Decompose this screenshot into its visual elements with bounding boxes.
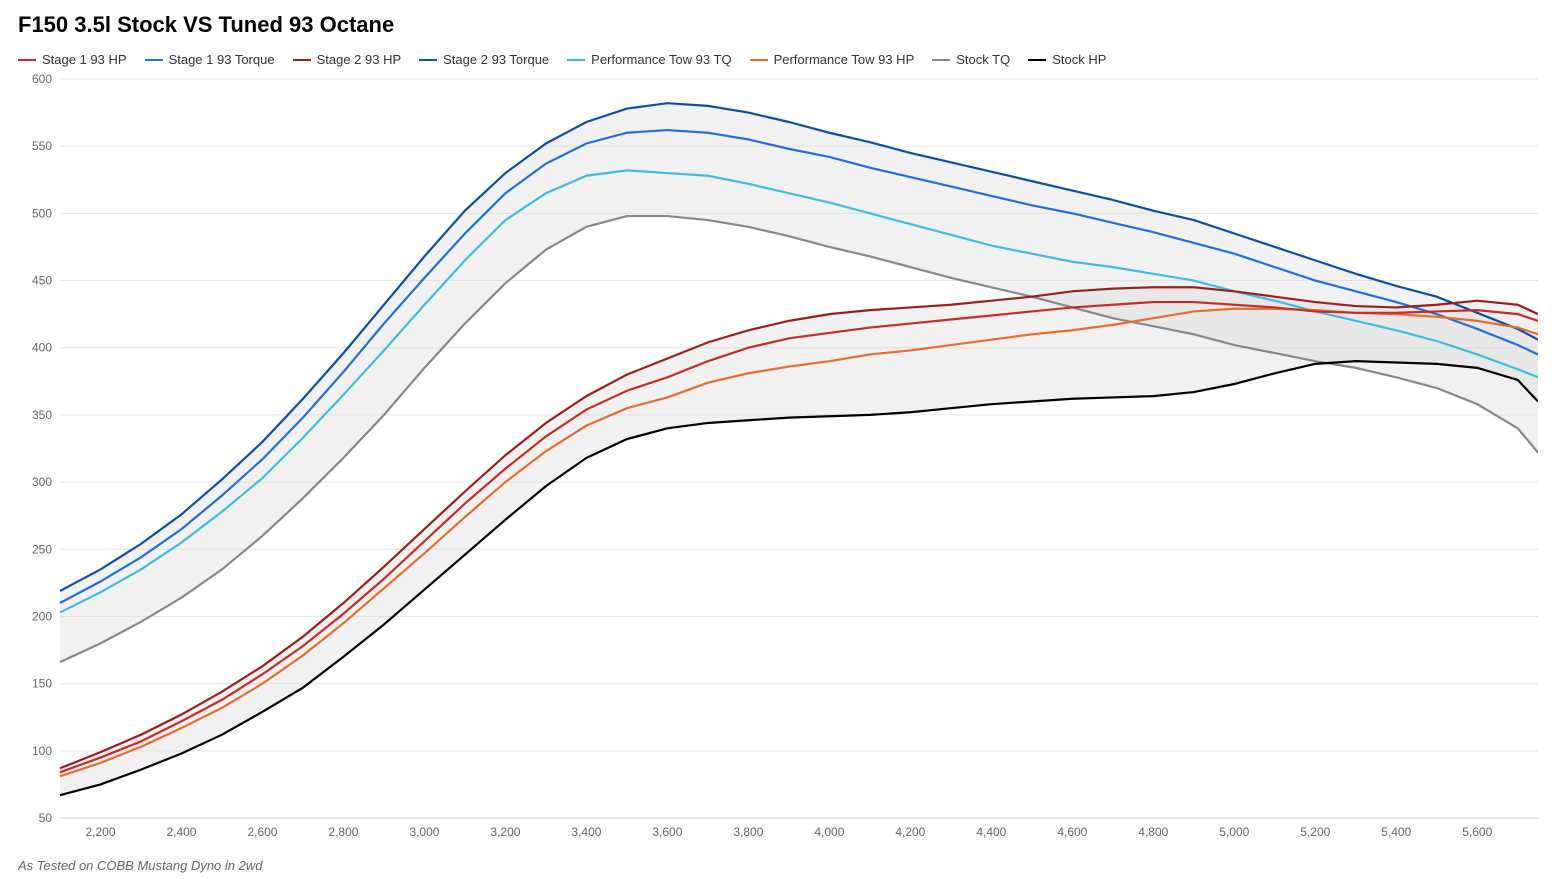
x-tick-label: 4,800 [1138, 825, 1168, 839]
x-tick-label: 5,200 [1300, 825, 1330, 839]
x-tick-label: 3,000 [409, 825, 439, 839]
x-tick-label: 2,800 [328, 825, 358, 839]
x-tick-label: 3,800 [733, 825, 763, 839]
legend-item: Stage 1 93 HP [18, 52, 127, 67]
legend-swatch [567, 59, 585, 61]
y-tick-label: 250 [32, 542, 52, 556]
legend-label: Stage 2 93 Torque [443, 52, 549, 67]
y-tick-label: 500 [32, 206, 52, 220]
y-tick-label: 150 [32, 677, 52, 691]
legend-label: Stock TQ [956, 52, 1010, 67]
legend-swatch [145, 59, 163, 61]
y-tick-label: 550 [32, 139, 52, 153]
x-tick-label: 2,400 [166, 825, 196, 839]
legend-swatch [932, 59, 950, 61]
legend-label: Stage 1 93 Torque [169, 52, 275, 67]
y-tick-label: 400 [32, 341, 52, 355]
y-tick-label: 50 [39, 811, 53, 825]
dyno-chart: 50 100 150 200 250 300 350 400 450 500 550 600 2,200… [18, 73, 1538, 843]
x-tick-label: 3,400 [571, 825, 601, 839]
x-tick-label: 5,600 [1462, 825, 1492, 839]
legend-item: Stock TQ [932, 52, 1010, 67]
y-tick-label: 350 [32, 408, 52, 422]
chart-title: F150 3.5l Stock VS Tuned 93 Octane [18, 12, 1538, 38]
x-tick-label: 2,200 [85, 825, 115, 839]
legend-label: Performance Tow 93 HP [774, 52, 915, 67]
chart-area: 50 100 150 200 250 300 350 400 450 500 550 600 2,200… [18, 73, 1538, 843]
legend-swatch [750, 59, 768, 61]
legend-item: Performance Tow 93 TQ [567, 52, 731, 67]
legend-label: Performance Tow 93 TQ [591, 52, 731, 67]
legend-item: Stock HP [1028, 52, 1106, 67]
legend-label: Stage 2 93 HP [317, 52, 402, 67]
y-tick-label: 200 [32, 609, 52, 623]
x-tick-label: 4,400 [976, 825, 1006, 839]
x-tick-label: 5,000 [1219, 825, 1249, 839]
legend-swatch [293, 59, 311, 61]
legend-item: Stage 2 93 HP [293, 52, 402, 67]
x-tick-label: 3,600 [652, 825, 682, 839]
y-tick-label: 450 [32, 274, 52, 288]
legend-swatch [419, 59, 437, 61]
legend-swatch [1028, 59, 1046, 61]
legend-item: Stage 1 93 Torque [145, 52, 275, 67]
y-tick-label: 100 [32, 744, 52, 758]
legend-label: Stage 1 93 HP [42, 52, 127, 67]
x-tick-label: 3,200 [490, 825, 520, 839]
x-tick-label: 4,600 [1057, 825, 1087, 839]
x-tick-label: 4,000 [814, 825, 844, 839]
legend: Stage 1 93 HP Stage 1 93 Torque Stage 2 93… [18, 52, 1538, 67]
legend-item: Stage 2 93 Torque [419, 52, 549, 67]
y-tick-label: 300 [32, 475, 52, 489]
x-tick-label: 4,200 [895, 825, 925, 839]
x-tick-label: 5,400 [1381, 825, 1411, 839]
legend-swatch [18, 59, 36, 61]
footnote: As Tested on COBB Mustang Dyno in 2wd [18, 858, 262, 873]
legend-item: Performance Tow 93 HP [750, 52, 915, 67]
y-tick-label: 600 [32, 73, 52, 86]
x-tick-label: 2,600 [247, 825, 277, 839]
legend-label: Stock HP [1052, 52, 1106, 67]
